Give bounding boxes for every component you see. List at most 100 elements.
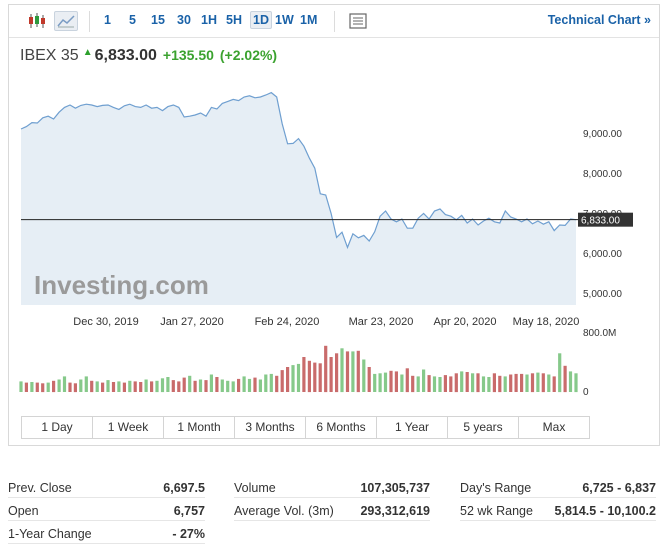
volume-bar xyxy=(111,382,116,392)
volume-bar xyxy=(106,380,110,392)
x-tick-label: May 18, 2020 xyxy=(513,316,580,328)
volume-bar xyxy=(166,377,170,392)
timeframe-5[interactable]: 5 xyxy=(129,13,136,27)
volume-bar xyxy=(541,373,545,393)
volume-bar xyxy=(373,373,377,392)
volume-bar xyxy=(574,373,578,393)
volume-bar xyxy=(128,380,132,393)
volume-bar xyxy=(275,375,279,393)
volume-bar xyxy=(471,373,475,393)
range-1-year[interactable]: 1 Year xyxy=(377,417,448,438)
stat-label: Day's Range xyxy=(460,481,532,495)
x-tick-label: Dec 30, 2019 xyxy=(73,316,138,328)
area-chart-type-icon[interactable] xyxy=(54,11,78,31)
volume-axis-label: 800.0M xyxy=(583,328,616,339)
volume-bar xyxy=(367,367,371,392)
x-tick-label: Mar 23, 2020 xyxy=(349,316,414,328)
volume-bar xyxy=(193,380,197,393)
volume-bar xyxy=(509,374,513,392)
range-1-month[interactable]: 1 Month xyxy=(164,417,235,438)
volume-bar xyxy=(215,377,219,392)
stat-52-week-range: 52 wk Range 5,814.5 - 10,100.2 xyxy=(460,499,656,521)
volume-bar xyxy=(503,376,507,392)
x-tick-label: Apr 20, 2020 xyxy=(434,316,497,328)
price-line xyxy=(20,91,577,250)
volume-bar xyxy=(400,374,404,392)
range-1-day[interactable]: 1 Day xyxy=(22,417,93,438)
stat-label: Average Vol. (3m) xyxy=(234,504,334,518)
x-tick-label: Jan 27, 2020 xyxy=(160,316,224,328)
volume-bar xyxy=(258,379,262,392)
volume-bar xyxy=(454,373,458,393)
timeframe-1[interactable]: 1 xyxy=(104,13,111,27)
stat-label: Open xyxy=(8,504,39,518)
stat-value: 293,312,619 xyxy=(360,504,430,518)
candlestick-chart-type-icon[interactable] xyxy=(25,11,49,31)
volume-bar xyxy=(19,381,23,392)
last-price-label-box xyxy=(578,212,633,227)
stat-days-range: Day's Range 6,725 - 6,837 xyxy=(460,476,656,498)
volume-bar xyxy=(536,372,540,392)
stat-label: Volume xyxy=(234,481,276,495)
stat-value: 6,757 xyxy=(173,504,205,518)
volume-bar xyxy=(90,380,94,393)
stat-value: 107,305,737 xyxy=(360,481,430,495)
stat-open: Open 6,757 xyxy=(8,499,205,521)
volume-bar xyxy=(182,377,186,392)
timeframe-15[interactable]: 15 xyxy=(151,13,165,27)
volume-bar xyxy=(73,383,77,393)
timeframe-1m[interactable]: 1M xyxy=(300,13,318,27)
volume-bar xyxy=(547,374,551,392)
volume-bar xyxy=(302,357,306,392)
volume-bar xyxy=(345,351,350,392)
volume-bar xyxy=(568,371,573,392)
stat-value: 5,814.5 - 10,100.2 xyxy=(554,504,656,518)
volume-bar xyxy=(52,380,56,393)
up-arrow-icon: ▲ xyxy=(82,47,93,58)
timeframe-1w[interactable]: 1W xyxy=(275,13,294,27)
volume-bar xyxy=(84,376,88,392)
stat-prev-close: Prev. Close 6,697.5 xyxy=(8,476,205,498)
volume-bar xyxy=(552,376,556,392)
timeframe-5h[interactable]: 5H xyxy=(226,13,242,27)
stat-value: 6,697.5 xyxy=(163,481,205,495)
x-tick-label: Feb 24, 2020 xyxy=(255,316,320,328)
volume-bar xyxy=(460,371,464,392)
price-chart[interactable]: 9,000.008,000.007,000.006,000.005,000.00… xyxy=(9,5,659,410)
volume-bar xyxy=(422,369,426,392)
range-max[interactable]: Max xyxy=(542,420,566,434)
news-table-icon[interactable] xyxy=(346,11,370,31)
range-1-week[interactable]: 1 Week xyxy=(93,417,164,438)
volume-bar xyxy=(324,345,328,393)
volume-bar xyxy=(204,380,208,392)
volume-bar xyxy=(313,362,317,392)
timeframe-30[interactable]: 30 xyxy=(177,13,191,27)
volume-bar xyxy=(394,371,398,392)
volume-bar xyxy=(383,372,388,392)
range-6-months[interactable]: 6 Months xyxy=(306,417,377,438)
volume-bar xyxy=(335,353,339,393)
y-tick-label: 8,000.00 xyxy=(583,169,622,180)
range-selector: 1 Day 1 Week 1 Month 3 Months 6 Months 1… xyxy=(21,416,590,439)
range-5-years[interactable]: 5 years xyxy=(448,417,519,438)
volume-bar xyxy=(530,373,535,393)
volume-bar xyxy=(307,360,311,393)
volume-bar xyxy=(405,368,409,393)
stat-average-volume: Average Vol. (3m) 293,312,619 xyxy=(234,499,430,521)
timeframe-1d[interactable]: 1D xyxy=(250,11,272,29)
volume-bar xyxy=(378,373,382,393)
volume-bar xyxy=(209,374,213,392)
volume-bar xyxy=(487,377,491,392)
volume-bar xyxy=(498,375,502,393)
toolbar-divider xyxy=(89,11,90,32)
timeframe-1h[interactable]: 1H xyxy=(201,13,217,27)
range-3-months[interactable]: 3 Months xyxy=(235,417,306,438)
volume-bar xyxy=(46,382,50,392)
volume-bar xyxy=(340,348,344,393)
volume-bar xyxy=(481,376,486,392)
stat-label: Prev. Close xyxy=(8,481,72,495)
volume-bar xyxy=(117,381,121,392)
volume-bar xyxy=(171,380,175,392)
y-tick-label: 9,000.00 xyxy=(583,129,622,140)
technical-chart-link[interactable]: Technical Chart » xyxy=(547,13,651,27)
